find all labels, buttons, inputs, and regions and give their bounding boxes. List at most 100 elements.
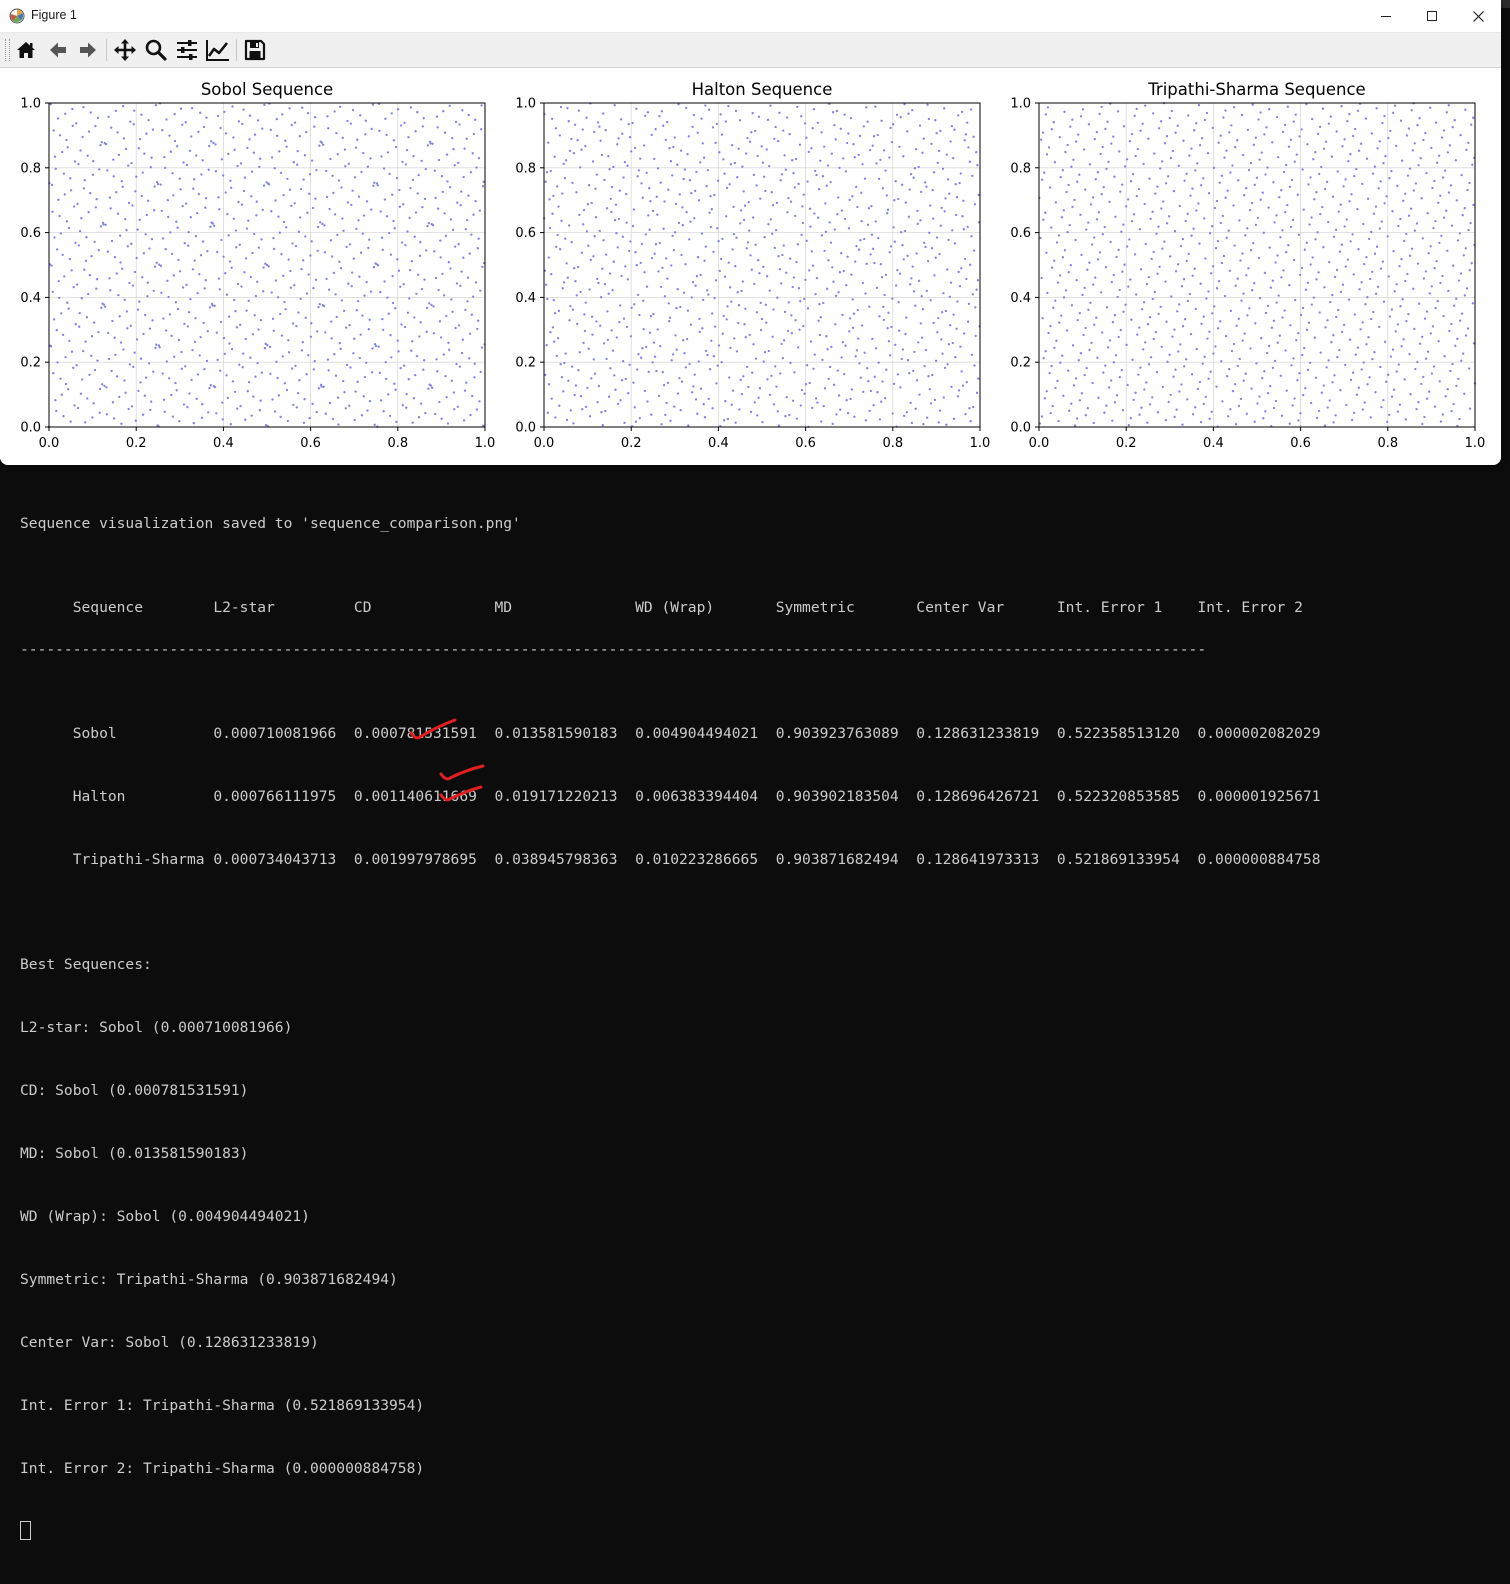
figure-canvas[interactable]: Sobol Sequence 0.0 0.2 0.4 0.6 0.8 1.0 0.0 0.2 0.… <box>0 68 1501 465</box>
x-tick-label: 0.6 <box>300 436 321 451</box>
data-point <box>1360 368 1363 371</box>
data-point <box>660 110 664 113</box>
data-point <box>1384 155 1387 158</box>
data-point <box>1152 112 1155 115</box>
data-point <box>1191 274 1194 277</box>
data-point <box>1097 211 1101 214</box>
data-point <box>1355 167 1358 171</box>
data-point <box>1463 294 1467 297</box>
data-point <box>782 244 785 247</box>
minimize-button[interactable] <box>1363 0 1409 32</box>
data-point <box>389 334 392 337</box>
data-point <box>977 193 980 197</box>
toolbar-grip[interactable] <box>5 39 10 61</box>
data-point <box>555 245 558 249</box>
data-point <box>1236 139 1239 142</box>
data-point <box>402 283 405 286</box>
data-point <box>1345 218 1348 221</box>
data-point <box>601 424 604 427</box>
data-point <box>1460 312 1464 315</box>
data-point <box>809 340 813 343</box>
data-point <box>1287 244 1290 247</box>
configure-subplots-button[interactable] <box>173 37 201 63</box>
data-point <box>1265 126 1268 129</box>
save-button[interactable] <box>241 37 269 63</box>
data-point <box>681 206 684 209</box>
data-point <box>1422 138 1425 142</box>
data-point <box>1095 218 1099 221</box>
data-point <box>308 173 312 176</box>
terminal-cursor[interactable] <box>20 1521 31 1540</box>
data-point <box>1054 386 1057 390</box>
data-point <box>116 212 120 215</box>
data-point <box>1441 176 1445 179</box>
data-point <box>250 414 253 417</box>
data-point <box>1420 382 1423 386</box>
data-point <box>1050 128 1053 131</box>
home-button[interactable] <box>12 37 40 63</box>
data-point <box>1398 264 1401 268</box>
data-point <box>451 228 455 232</box>
data-point <box>1234 423 1238 426</box>
data-point <box>1181 237 1185 241</box>
data-point <box>628 363 631 366</box>
data-point <box>1182 278 1186 281</box>
data-point <box>1318 172 1321 176</box>
data-point <box>841 340 845 344</box>
data-point <box>1198 144 1202 147</box>
data-point <box>1116 110 1120 113</box>
data-point <box>767 349 770 353</box>
title-bar[interactable]: Figure 1 <box>0 0 1501 33</box>
data-point <box>877 177 881 181</box>
data-point <box>1449 184 1453 187</box>
data-point <box>470 233 473 236</box>
close-button[interactable] <box>1455 0 1501 32</box>
data-point <box>1139 268 1143 271</box>
data-point <box>274 279 278 282</box>
data-point <box>771 232 774 235</box>
data-point <box>300 349 304 352</box>
back-button[interactable] <box>44 37 72 63</box>
data-point <box>879 263 882 266</box>
forward-button[interactable] <box>74 37 102 63</box>
data-point <box>961 215 964 218</box>
data-point <box>1447 104 1450 107</box>
data-point <box>265 181 268 184</box>
data-point <box>1281 316 1284 319</box>
data-point <box>1071 344 1075 347</box>
data-point <box>797 182 800 186</box>
figure-window[interactable]: Figure 1 <box>0 0 1501 465</box>
data-point <box>1414 367 1417 371</box>
data-point <box>775 385 778 388</box>
data-point <box>930 247 934 250</box>
data-point <box>866 223 870 226</box>
zoom-button[interactable] <box>142 37 170 63</box>
data-point <box>723 172 726 175</box>
data-point <box>332 271 335 275</box>
data-point <box>548 226 552 230</box>
data-point <box>263 103 266 107</box>
data-point <box>155 180 159 184</box>
pan-button[interactable] <box>111 37 139 63</box>
data-point <box>586 386 589 390</box>
data-point <box>117 153 120 157</box>
data-point <box>1335 268 1339 272</box>
data-point <box>644 233 647 236</box>
edit-axis-button[interactable] <box>204 37 232 63</box>
data-point <box>1211 312 1214 315</box>
data-point <box>553 155 556 158</box>
data-point <box>1290 178 1294 182</box>
data-point <box>227 234 230 237</box>
maximize-button[interactable] <box>1409 0 1455 32</box>
data-point <box>167 377 171 380</box>
data-point <box>573 123 577 126</box>
data-point <box>205 359 209 363</box>
data-point <box>1161 247 1164 250</box>
data-point <box>973 364 976 367</box>
data-point <box>322 385 325 388</box>
data-point <box>1403 378 1406 381</box>
